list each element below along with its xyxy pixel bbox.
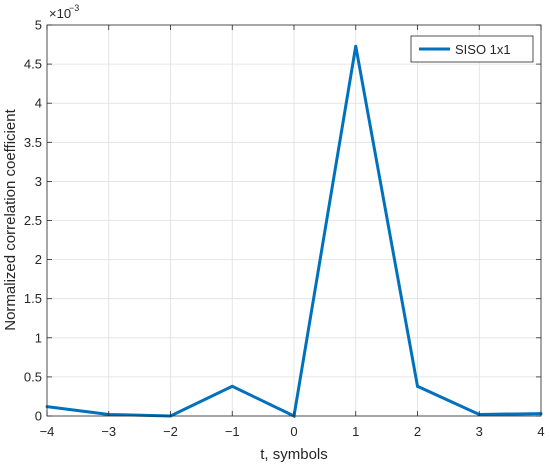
y-tick-label: 0.5 bbox=[24, 369, 42, 384]
y-tick-label: 1 bbox=[35, 330, 42, 345]
y-axis-label: Normalized correlation coefficient bbox=[2, 108, 19, 330]
x-tick-label: −2 bbox=[163, 424, 178, 439]
data-point bbox=[230, 384, 234, 388]
x-tick-label: 1 bbox=[352, 424, 359, 439]
x-tick-label: −4 bbox=[40, 424, 55, 439]
y-tick-label: 3.5 bbox=[24, 135, 42, 150]
y-multiplier-exponent: −3 bbox=[69, 3, 79, 13]
y-tick-label: 2 bbox=[35, 252, 42, 267]
x-tick-label: −3 bbox=[101, 424, 116, 439]
y-tick-label: 3 bbox=[35, 174, 42, 189]
x-tick-label: 3 bbox=[476, 424, 483, 439]
axis-ticks bbox=[46, 24, 542, 417]
x-tick-label: 4 bbox=[537, 424, 544, 439]
x-axis-label: t, symbols bbox=[260, 446, 328, 463]
tick-labels: −4 −3 −2 −1 0 1 2 3 4 0 0.5 1 1.5 2 2.5 3 3.5 4 4.5 5 bbox=[24, 18, 545, 440]
y-multiplier-base: ×10 bbox=[49, 6, 71, 21]
y-tick-label: 5 bbox=[35, 18, 42, 33]
y-tick-label: 0 bbox=[35, 409, 42, 424]
y-tick-label: 4 bbox=[35, 96, 42, 111]
y-tick-label: 2.5 bbox=[24, 213, 42, 228]
x-tick-label: 0 bbox=[290, 424, 297, 439]
legend: SISO 1x1 bbox=[410, 35, 534, 63]
data-point bbox=[354, 44, 358, 48]
x-tick-label: 2 bbox=[414, 424, 421, 439]
legend-label: SISO 1x1 bbox=[455, 42, 511, 57]
data-point bbox=[416, 384, 419, 388]
y-tick-label: 1.5 bbox=[24, 291, 42, 306]
y-tick-label: 4.5 bbox=[24, 57, 42, 72]
x-tick-label: −1 bbox=[225, 424, 240, 439]
